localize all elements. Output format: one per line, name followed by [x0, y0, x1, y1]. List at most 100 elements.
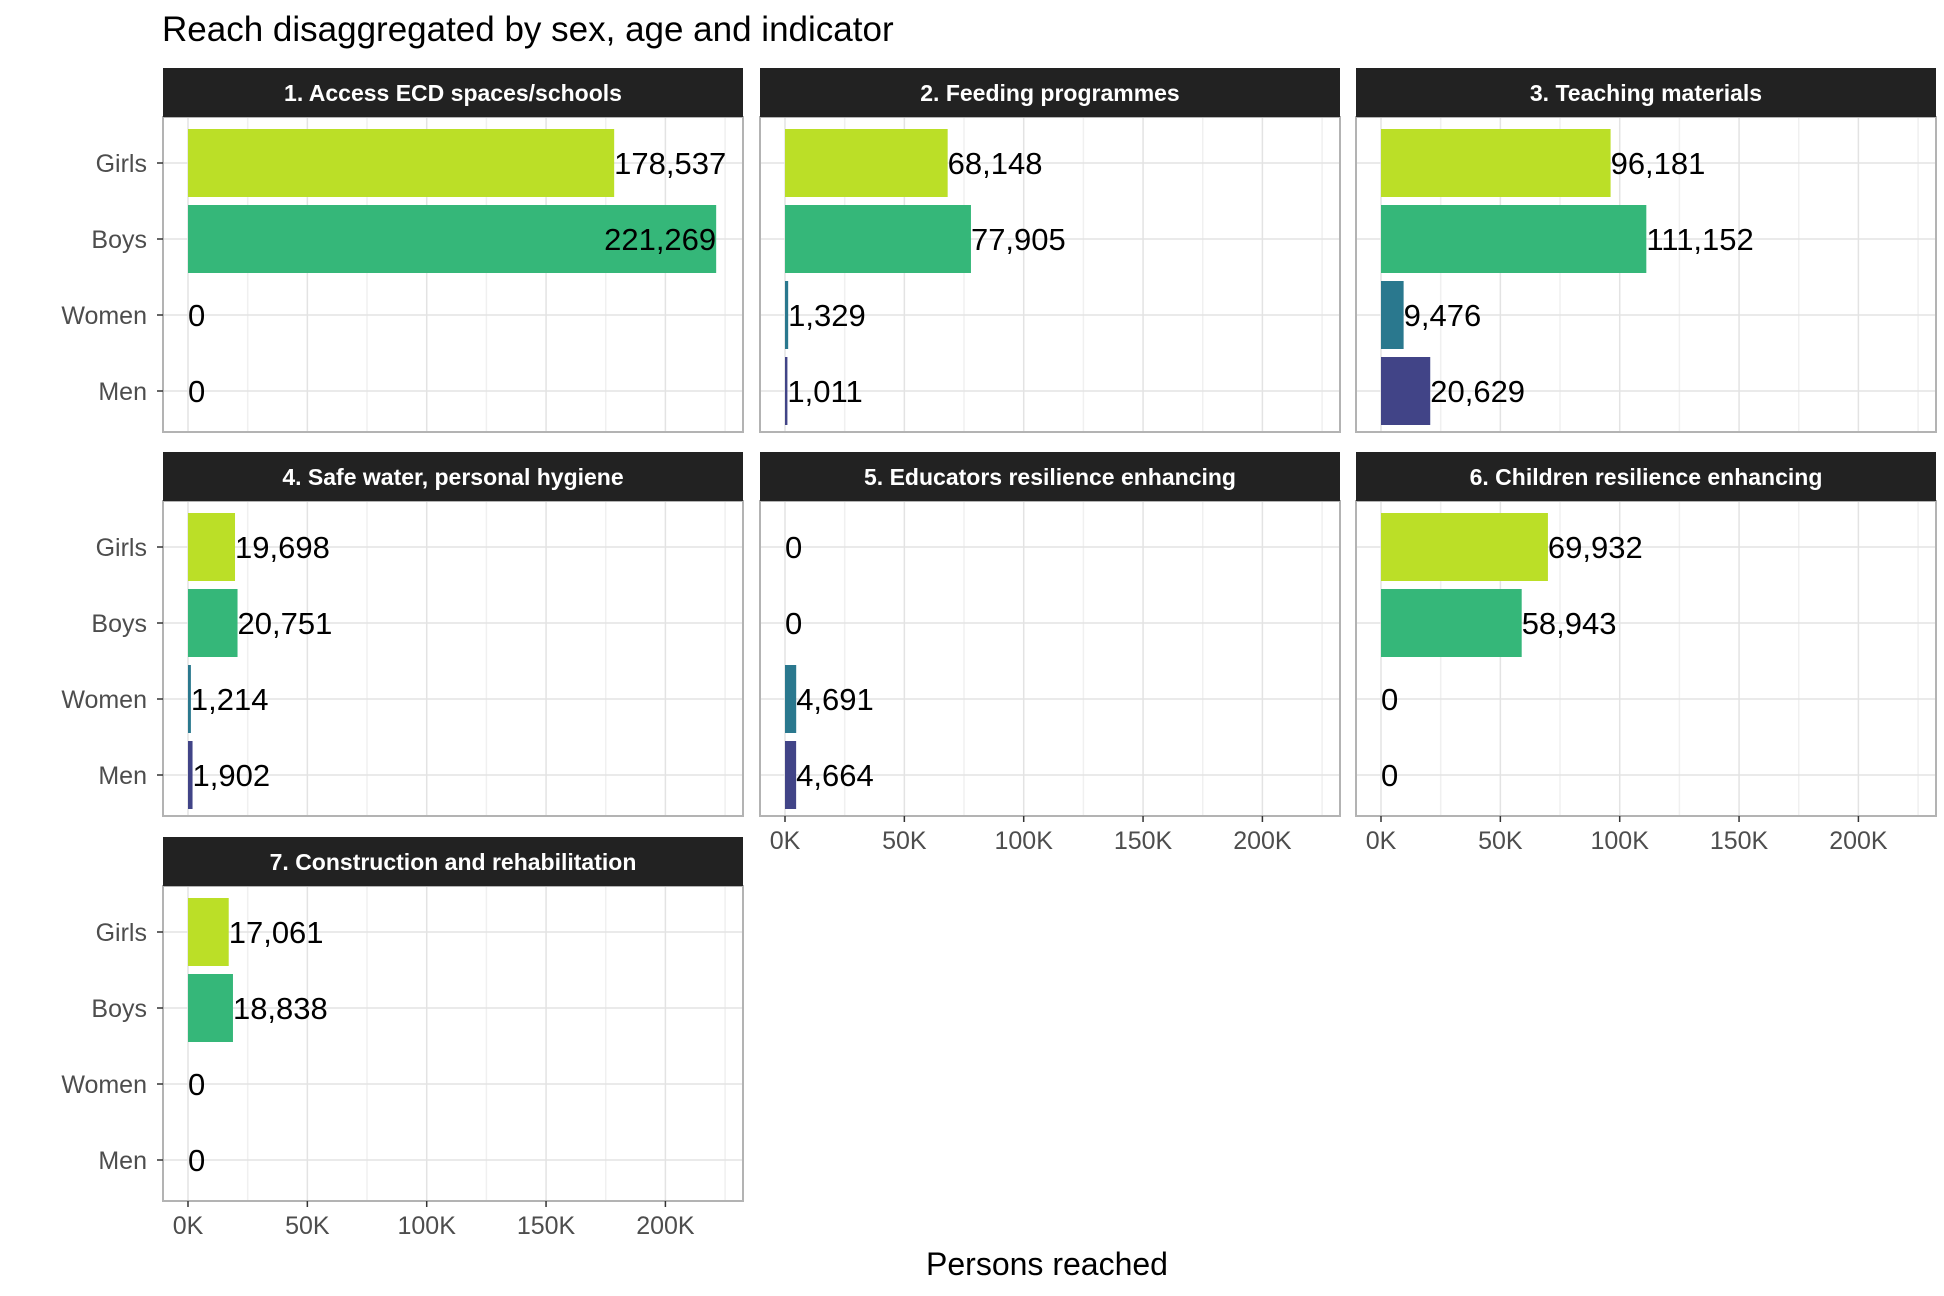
data-label: 20,751: [238, 606, 333, 641]
category-label: Women: [61, 1071, 147, 1099]
x-tick-label: 50K: [1478, 827, 1523, 855]
x-tick-label: 0K: [173, 1212, 204, 1240]
x-tick-label: 100K: [398, 1212, 457, 1240]
x-tick-label: 200K: [636, 1212, 695, 1240]
data-label: 0: [188, 1143, 205, 1178]
facet-strip-title: 7. Construction and rehabilitation: [270, 849, 637, 875]
data-label: 17,061: [229, 915, 324, 950]
bar-girls: [188, 513, 236, 581]
bar-men: [785, 741, 797, 809]
data-label: 1,214: [191, 682, 269, 717]
category-label: Boys: [91, 610, 147, 638]
facet-strip: [163, 68, 743, 117]
data-label: 77,905: [971, 222, 1066, 257]
category-label: Boys: [91, 226, 147, 254]
data-label: 0: [188, 374, 205, 409]
bar-women: [1381, 281, 1404, 349]
data-label: 18,838: [233, 991, 328, 1026]
data-label: 9,476: [1404, 298, 1482, 333]
x-tick-label: 0K: [770, 827, 801, 855]
facet-strip-title: 3. Teaching materials: [1530, 80, 1762, 106]
x-tick-label: 50K: [285, 1212, 330, 1240]
bar-boys: [188, 589, 238, 657]
data-label: 1,329: [788, 298, 866, 333]
data-label: 4,691: [796, 682, 874, 717]
category-label: Women: [61, 302, 147, 330]
data-label: 0: [1381, 682, 1398, 717]
x-tick-label: 100K: [995, 827, 1054, 855]
facet-strip-title: 1. Access ECD spaces/schools: [284, 80, 622, 106]
facet-strip-title: 5. Educators resilience enhancing: [864, 464, 1236, 490]
data-label: 221,269: [604, 222, 716, 257]
facet-strip: [760, 452, 1340, 501]
category-label: Girls: [96, 150, 147, 178]
x-tick-label: 100K: [1591, 827, 1650, 855]
x-tick-label: 200K: [1233, 827, 1292, 855]
bar-men: [188, 741, 193, 809]
data-label: 0: [1381, 758, 1398, 793]
facet-panel-5: 0 0 4,691 4,664 5. Educators resilience enha…: [759, 452, 1341, 855]
bar-men: [1381, 357, 1431, 425]
bar-men: [785, 357, 788, 425]
bar-boys: [188, 974, 233, 1042]
category-label: Girls: [96, 919, 147, 947]
x-tick-label: 0K: [1366, 827, 1397, 855]
facet-strip: [1356, 452, 1936, 501]
data-label: 111,152: [1646, 222, 1753, 257]
panel-background: [163, 886, 743, 1201]
facet-strip: [1356, 68, 1936, 117]
bar-girls: [188, 129, 615, 197]
bar-boys: [1381, 589, 1522, 657]
bar-boys: [188, 205, 717, 273]
x-axis-title: Persons reached: [926, 1246, 1168, 1282]
category-label: Men: [98, 1147, 147, 1175]
bar-women: [785, 281, 789, 349]
facet-panel-1: 178,537 221,269 0 0 1. Access ECD spaces/sch…: [61, 68, 744, 433]
data-label: 0: [188, 298, 205, 333]
category-label: Men: [98, 762, 147, 790]
bar-girls: [1381, 513, 1548, 581]
data-label: 96,181: [1611, 146, 1706, 181]
data-label: 69,932: [1548, 530, 1643, 565]
x-tick-label: 200K: [1829, 827, 1888, 855]
panel-background: [760, 501, 1340, 816]
facet-panel-4: 19,698 20,751 1,214 1,902 4. Safe water, per…: [61, 452, 744, 817]
data-label: 0: [188, 1067, 205, 1102]
x-tick-label: 50K: [882, 827, 927, 855]
category-label: Boys: [91, 995, 147, 1023]
facet-panel-6: 69,932 58,943 0 0 6. Children resilience enh…: [1355, 452, 1937, 855]
bar-girls: [1381, 129, 1611, 197]
panel-background: [163, 501, 743, 816]
data-label: 4,664: [796, 758, 874, 793]
bar-boys: [1381, 205, 1647, 273]
chart-title: Reach disaggregated by sex, age and indi…: [162, 10, 894, 49]
facet-strip: [760, 68, 1340, 117]
facet-panel-7: 17,061 18,838 0 0 7. Construction and rehabi…: [61, 837, 744, 1240]
data-label: 20,629: [1430, 374, 1525, 409]
bar-girls: [785, 129, 948, 197]
bar-girls: [188, 898, 229, 966]
facet-strip-title: 4. Safe water, personal hygiene: [282, 464, 623, 490]
data-label: 178,537: [614, 146, 726, 181]
x-tick-label: 150K: [1114, 827, 1173, 855]
data-label: 1,011: [787, 374, 862, 409]
bar-women: [188, 665, 191, 733]
x-tick-label: 150K: [1710, 827, 1769, 855]
facet-panel-2: 68,148 77,905 1,329 1,011 2. Feeding program…: [759, 68, 1341, 433]
facet-strip-title: 6. Children resilience enhancing: [1470, 464, 1823, 490]
category-label: Women: [61, 686, 147, 714]
data-label: 0: [785, 530, 802, 565]
facet-panel-3: 96,181 111,152 9,476 20,629 3. Teaching mate…: [1355, 68, 1937, 433]
category-label: Girls: [96, 534, 147, 562]
data-label: 19,698: [235, 530, 330, 565]
x-tick-label: 150K: [517, 1212, 576, 1240]
bar-boys: [785, 205, 971, 273]
facet-strip: [163, 837, 743, 886]
facet-strip: [163, 452, 743, 501]
facet-strip-title: 2. Feeding programmes: [920, 80, 1179, 106]
data-label: 0: [785, 606, 802, 641]
category-label: Men: [98, 378, 147, 406]
data-label: 58,943: [1522, 606, 1617, 641]
data-label: 68,148: [948, 146, 1043, 181]
